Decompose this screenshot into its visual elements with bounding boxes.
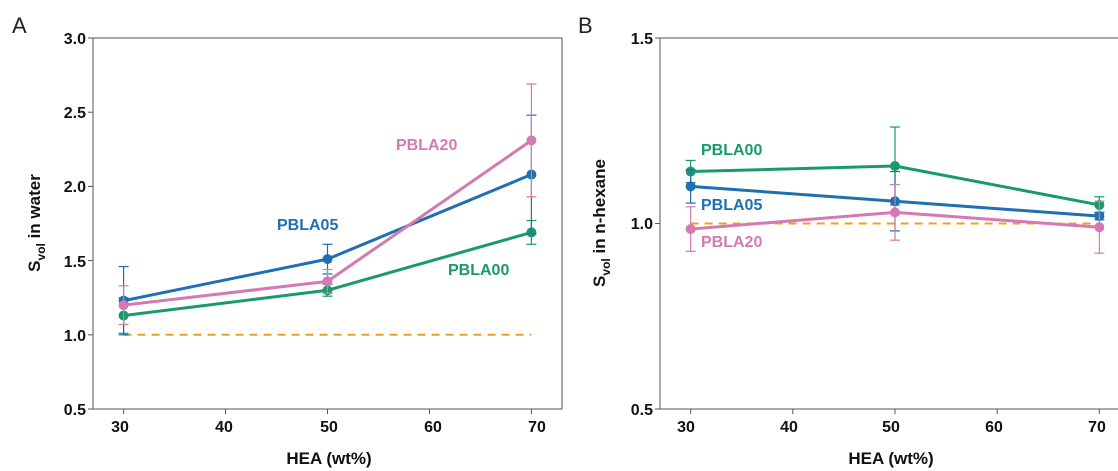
panel-a-ytick: 1.0 bbox=[64, 328, 86, 345]
panel-b-xtick: 40 bbox=[780, 419, 798, 436]
panel-a-plot bbox=[88, 37, 537, 414]
panel-a-pbla20-point bbox=[322, 276, 333, 287]
panel-b-xtick: 50 bbox=[882, 419, 900, 436]
panel-b-label-pbla05: PBLA05 bbox=[701, 197, 762, 214]
panel-a-ytick: 1.5 bbox=[64, 254, 86, 271]
panel-a-ytick: 2.0 bbox=[64, 179, 86, 196]
panel-b-ylabel-rest: in n-hexane bbox=[590, 159, 609, 258]
panel-b-ylabel-s: S bbox=[590, 276, 609, 287]
panel-a-label-pbla20: PBLA20 bbox=[396, 137, 457, 154]
panel-b-xtick: 60 bbox=[985, 419, 1003, 436]
panel-b-ticks: 0.5 1.0 1.5 30 40 50 60 70 bbox=[631, 31, 1106, 436]
panel-b-ytick: 1.5 bbox=[631, 31, 653, 48]
panel-a-ylabel-sub: vol bbox=[34, 243, 48, 260]
panel-a-ylabel-rest: in water bbox=[25, 174, 44, 243]
panel-b-xtick: 30 bbox=[677, 419, 695, 436]
panel-a-letter: A bbox=[12, 13, 27, 38]
panel-b-pbla05-point bbox=[685, 181, 696, 192]
panel-b-label-pbla20: PBLA20 bbox=[701, 234, 762, 251]
panel-a-ytick: 2.5 bbox=[64, 105, 86, 122]
panel-a-label-pbla00: PBLA00 bbox=[448, 262, 509, 279]
panel-a-pbla20-point bbox=[526, 135, 537, 146]
panel-b-pbla20-point bbox=[685, 224, 696, 235]
panel-b-letter: B bbox=[578, 13, 593, 38]
panel-a-pbla05-point bbox=[322, 254, 333, 265]
panel-a-label-pbla05: PBLA05 bbox=[277, 217, 338, 234]
panel-b-ytick: 1.0 bbox=[631, 216, 653, 233]
panel-a-ylabel-s: S bbox=[25, 260, 44, 271]
panel-a: A 0.5 1.0 1.5 2.0 2.5 3.0 30 40 50 60 70… bbox=[12, 13, 563, 468]
panel-a-pbla20-point bbox=[118, 300, 129, 311]
panel-b-xlabel: HEA (wt%) bbox=[848, 449, 933, 468]
panel-a-xtick: 50 bbox=[320, 419, 338, 436]
panel-b-ylabel-sub: vol bbox=[599, 258, 613, 275]
panel-b-ylabel: Svol in n-hexane bbox=[590, 159, 613, 287]
panel-b-plot bbox=[655, 37, 1105, 414]
panel-a-xtick: 30 bbox=[111, 419, 129, 436]
panel-a-xtick: 60 bbox=[424, 419, 442, 436]
panel-b-pbla00-point bbox=[890, 160, 900, 171]
panel-b-pbla20-point bbox=[890, 207, 900, 218]
panel-a-xlabel: HEA (wt%) bbox=[286, 449, 371, 468]
panel-a-ytick: 3.0 bbox=[64, 31, 86, 48]
panel-a-ylabel: Svol in water bbox=[25, 174, 48, 272]
panel-a-xtick: 70 bbox=[528, 419, 546, 436]
panel-a-ytick: 0.5 bbox=[64, 402, 86, 419]
panel-b-ytick: 0.5 bbox=[631, 402, 653, 419]
panel-b-pbla20-point bbox=[1094, 222, 1105, 233]
panel-a-xtick: 40 bbox=[215, 419, 233, 436]
panel-b-xtick: 70 bbox=[1088, 419, 1106, 436]
panel-b: B 0.5 1.0 1.5 30 40 50 60 70 HEA (wt%) S… bbox=[578, 13, 1118, 468]
panel-b-label-pbla00: PBLA00 bbox=[701, 142, 762, 159]
panel-a-ticks: 0.5 1.0 1.5 2.0 2.5 3.0 30 40 50 60 70 bbox=[64, 31, 546, 436]
